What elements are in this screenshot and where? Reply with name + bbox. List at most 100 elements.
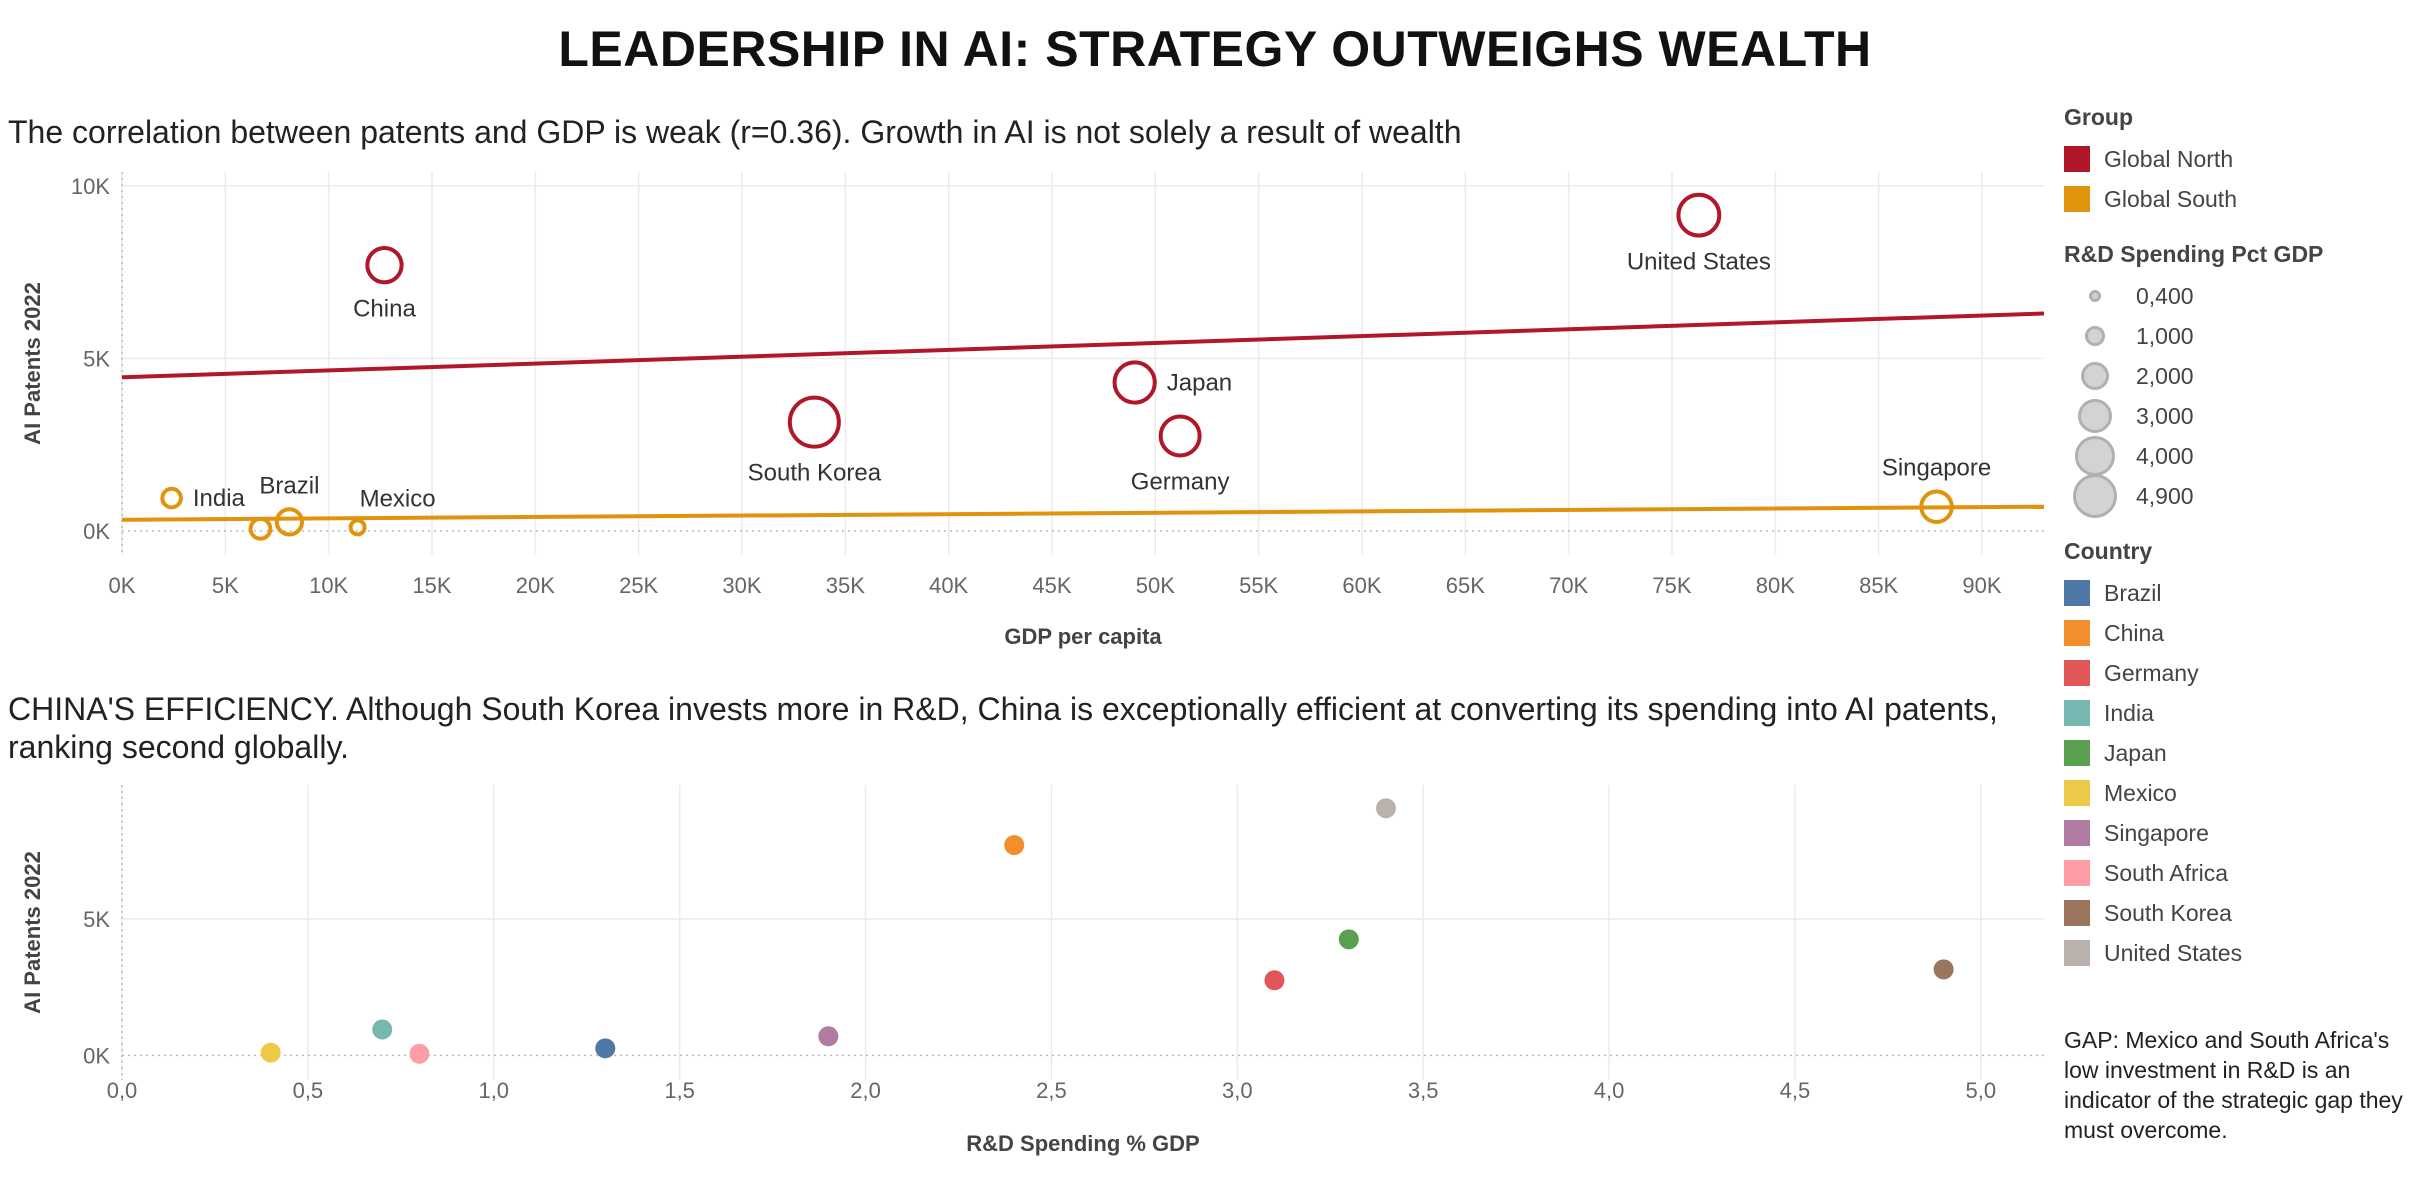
x-tick-label: 70K	[1549, 573, 1588, 598]
bubble-south-korea	[787, 395, 841, 449]
x-tick-label: 0,0	[107, 1078, 138, 1103]
bubble-china	[365, 246, 404, 285]
x-tick-label: 0,5	[293, 1078, 324, 1103]
x-tick-label: 4,5	[1780, 1078, 1811, 1103]
x-tick-label: 5K	[212, 573, 239, 598]
point-label-japan: Japan	[1167, 369, 1232, 396]
legend-label: China	[2104, 619, 2165, 646]
legend-item-united-states[interactable]: United States	[2064, 933, 2424, 973]
x-tick-label: 30K	[722, 573, 761, 598]
group-legend: Group Global North Global South	[2064, 104, 2424, 219]
bubble-south-africa	[248, 516, 273, 541]
size-legend-label: 0,400	[2136, 282, 2194, 309]
size-legend-label: 2,000	[2136, 362, 2194, 389]
legend-item-china[interactable]: China	[2064, 613, 2424, 653]
dot-south-korea	[1933, 959, 1954, 980]
legend-label: Japan	[2104, 739, 2167, 766]
legend-swatch	[2064, 820, 2090, 846]
dot-south-africa	[409, 1043, 430, 1064]
legend-label: Mexico	[2104, 779, 2177, 806]
legend-item-brazil[interactable]: Brazil	[2064, 573, 2424, 613]
x-tick-label: 1,0	[478, 1078, 509, 1103]
x-tick-label: 20K	[516, 573, 555, 598]
dot-china	[1004, 835, 1025, 856]
x-tick-label: 0K	[109, 573, 136, 598]
y-tick-label: 0K	[83, 519, 110, 544]
x-axis-title: R&D Spending % GDP	[966, 1131, 1199, 1156]
legend-label: Brazil	[2104, 579, 2162, 606]
x-tick-label: 10K	[309, 573, 348, 598]
legend-item-global-south[interactable]: Global South	[2064, 179, 2424, 219]
legend-swatch	[2064, 780, 2090, 806]
legend-swatch	[2064, 146, 2090, 172]
trend-line-global-south	[121, 504, 2045, 522]
legend-label: United States	[2104, 939, 2243, 966]
x-tick-label: 1,5	[664, 1078, 695, 1103]
size-legend-label: 4,900	[2136, 482, 2194, 509]
size-circle-wrap	[2064, 396, 2126, 436]
size-circle-wrap	[2064, 316, 2126, 356]
legend-item-japan[interactable]: Japan	[2064, 733, 2424, 773]
bubble-india	[160, 486, 183, 510]
size-circle	[2075, 436, 2115, 476]
dot-united-states	[1375, 798, 1396, 819]
x-tick-label: 35K	[826, 573, 865, 598]
dot-germany	[1264, 970, 1285, 991]
legend-item-germany[interactable]: Germany	[2064, 653, 2424, 693]
legend-swatch	[2064, 860, 2090, 886]
legend-label: Global North	[2104, 145, 2234, 172]
bubble-mexico	[348, 518, 367, 537]
size-legend-item: 4,900	[2064, 473, 2424, 519]
dot-brazil	[595, 1038, 616, 1059]
x-tick-label: 2,5	[1036, 1078, 1067, 1103]
x-axis-title: GDP per capita	[1004, 624, 1162, 649]
gap-annotation: GAP: Mexico and South Africa's low inves…	[2064, 1027, 2403, 1143]
size-legend-label: 1,000	[2136, 322, 2194, 349]
x-tick-label: 15K	[412, 573, 451, 598]
point-label-united-states: United States	[1627, 249, 1771, 276]
x-tick-label: 4,0	[1594, 1078, 1625, 1103]
legend-swatch	[2064, 620, 2090, 646]
size-circle-wrap	[2064, 276, 2126, 316]
size-circle	[2072, 473, 2118, 519]
gdp-vs-patents-chart: 0K 5K 10K 15K 20K 25K 30K 35K 40K 45K 50K 55K 60K 65K…	[20, 172, 2045, 649]
x-tick-label: 80K	[1756, 573, 1795, 598]
page-title: LEADERSHIP IN AI: STRATEGY OUTWEIGHS WEA…	[558, 21, 1872, 77]
size-circle	[2085, 326, 2105, 346]
x-tick-label: 45K	[1032, 573, 1071, 598]
x-tick-label: 60K	[1342, 573, 1381, 598]
point-label-mexico: Mexico	[360, 485, 436, 512]
y-axis-title: AI Patents 2022	[20, 282, 45, 445]
legend-swatch	[2064, 900, 2090, 926]
x-tick-label: 40K	[929, 573, 968, 598]
legend-label: Germany	[2104, 659, 2199, 686]
legend-swatch	[2064, 700, 2090, 726]
legend-item-mexico[interactable]: Mexico	[2064, 773, 2424, 813]
x-tick-label: 50K	[1136, 573, 1175, 598]
x-tick-label: 65K	[1446, 573, 1485, 598]
size-legend: R&D Spending Pct GDP 0,400 1,000 2,000 3,00…	[2064, 241, 2424, 519]
dot-india	[372, 1019, 393, 1040]
size-legend-item: 4,000	[2064, 436, 2424, 476]
size-legend-item: 2,000	[2064, 356, 2424, 396]
country-legend-title: Country	[2064, 538, 2153, 564]
legend-item-south-korea[interactable]: South Korea	[2064, 893, 2424, 933]
legend-item-india[interactable]: India	[2064, 693, 2424, 733]
dot-singapore	[818, 1026, 839, 1047]
bubble-singapore	[1919, 489, 1954, 524]
y-tick-label: 10K	[71, 174, 110, 199]
legend-item-singapore[interactable]: Singapore	[2064, 813, 2424, 853]
x-tick-label: 85K	[1859, 573, 1898, 598]
size-circle-wrap	[2064, 436, 2126, 476]
legend-item-south-africa[interactable]: South Africa	[2064, 853, 2424, 893]
y-tick-label: 5K	[83, 907, 110, 932]
x-tick-label: 5,0	[1966, 1078, 1997, 1103]
x-tick-label: 55K	[1239, 573, 1278, 598]
size-legend-title: R&D Spending Pct GDP	[2064, 241, 2324, 267]
legend-panel: Group Global North Global South R&D Spend…	[2064, 104, 2424, 995]
y-tick-label: 0K	[83, 1043, 110, 1068]
legend-swatch	[2064, 940, 2090, 966]
legend-item-global-north[interactable]: Global North	[2064, 139, 2424, 179]
point-label-china: China	[353, 295, 416, 322]
bubble-japan	[1112, 360, 1157, 405]
